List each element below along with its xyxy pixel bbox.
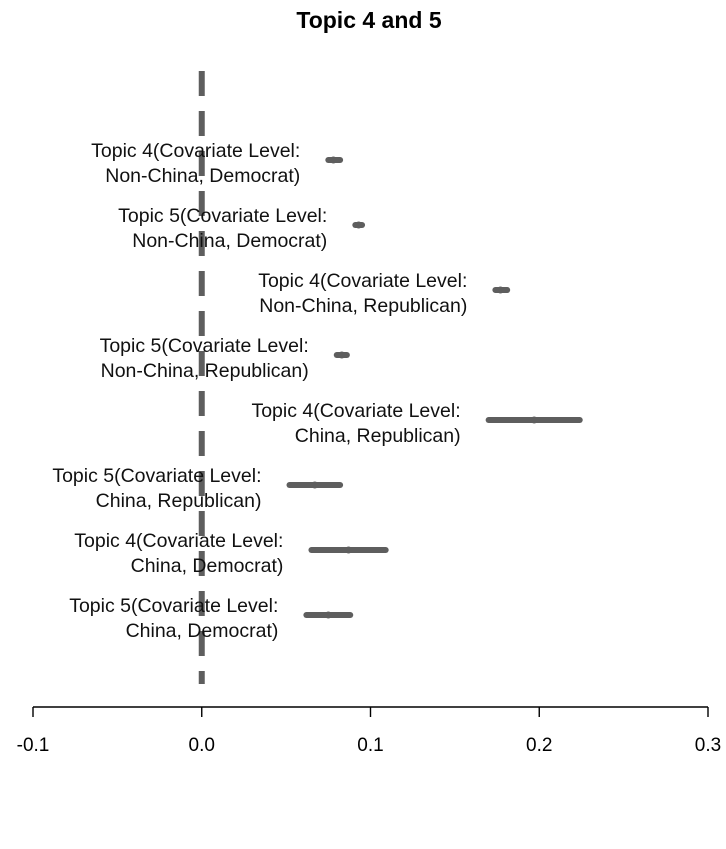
estimate-label-line2: Non-China, Republican) — [101, 360, 309, 382]
estimate-label-line2: China, Republican) — [96, 490, 262, 512]
x-tick-label: 0.0 — [189, 735, 215, 756]
estimate-label-line1: Topic 4(Covariate Level: — [91, 140, 300, 162]
estimate-label-line2: Non-China, Republican) — [259, 295, 467, 317]
estimate-label-line1: Topic 4(Covariate Level: — [251, 400, 460, 422]
estimate-label-line2: Non-China, Democrat) — [132, 230, 327, 252]
estimate-label-line2: China, Republican) — [295, 425, 461, 447]
estimate-label-line1: Topic 5(Covariate Level: — [100, 335, 309, 357]
estimate-label-line2: China, Democrat) — [126, 620, 279, 642]
x-axis: -0.1 0.0 0.1 0.2 0.3 — [17, 706, 721, 756]
estimate-label-line1: Topic 4(Covariate Level: — [258, 270, 467, 292]
estimates-layer — [286, 156, 583, 619]
point-estimate — [530, 416, 538, 424]
estimate-label-line2: Non-China, Democrat) — [105, 165, 300, 187]
point-estimate — [324, 611, 332, 619]
x-tick-label: -0.1 — [17, 735, 50, 756]
estimate-label-line2: China, Democrat) — [131, 555, 284, 577]
point-estimate — [355, 221, 363, 229]
point-estimate — [345, 546, 353, 554]
x-tick-label: 0.1 — [357, 735, 383, 756]
point-estimate — [496, 286, 504, 294]
estimate-label-line1: Topic 4(Covariate Level: — [74, 530, 283, 552]
point-estimate — [311, 481, 319, 489]
estimate-label-line1: Topic 5(Covariate Level: — [69, 595, 278, 617]
chart-title: Topic 4 and 5 — [296, 7, 441, 33]
labels-layer: Topic 4(Covariate Level: Non-China, Democ… — [52, 140, 467, 642]
x-tick-label: 0.3 — [695, 735, 721, 756]
point-estimate — [338, 351, 346, 359]
estimate-label-line1: Topic 5(Covariate Level: — [118, 205, 327, 227]
point-estimate — [329, 156, 337, 164]
estimate-label-line1: Topic 5(Covariate Level: — [52, 465, 261, 487]
x-tick-label: 0.2 — [526, 735, 552, 756]
